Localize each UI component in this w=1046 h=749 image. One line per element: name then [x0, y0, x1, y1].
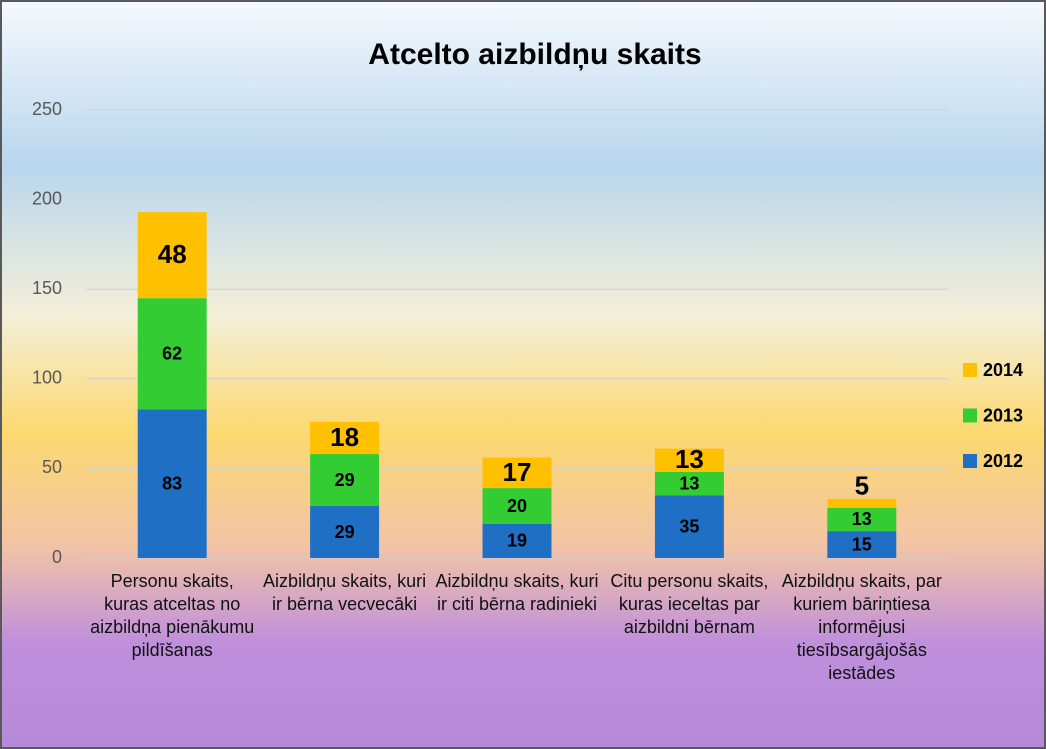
data-label: 62	[162, 343, 182, 363]
data-label: 29	[335, 522, 355, 542]
y-tick-label: 250	[32, 99, 62, 119]
legend-swatch	[963, 454, 977, 468]
data-label: 5	[855, 471, 869, 501]
bar-segment	[654, 495, 724, 558]
bar-segment	[654, 448, 724, 472]
data-label: 35	[679, 516, 699, 536]
x-tick-label: Aizbildņu skaits, kuri ir citi bērna rad…	[435, 571, 599, 614]
bar-segment	[137, 409, 207, 558]
bar-segment	[482, 488, 552, 524]
bar-segment	[827, 531, 897, 558]
x-tick-label: Aizbildņu skaits, kuri ir bērna vecvecāk…	[263, 571, 427, 614]
bar-segment	[310, 454, 380, 507]
data-label: 20	[507, 496, 527, 516]
bar-segment	[482, 523, 552, 558]
data-label: 18	[330, 422, 359, 452]
data-label: 13	[675, 444, 704, 474]
y-tick-label: 150	[32, 278, 62, 298]
data-label: 13	[679, 473, 699, 493]
y-tick-label: 0	[52, 547, 62, 567]
legend-swatch	[963, 363, 977, 377]
data-label: 83	[162, 473, 182, 493]
y-tick-label: 100	[32, 368, 62, 388]
x-tick-label: Citu personu skaits, kuras ieceltas par …	[610, 571, 769, 637]
x-tick-label: Personu skaits, kuras atceltas no aizbil…	[90, 571, 255, 660]
bar-segment	[482, 457, 552, 489]
data-label: 17	[503, 457, 532, 487]
legend-swatch	[963, 408, 977, 423]
y-tick-label: 50	[42, 457, 62, 477]
data-label: 13	[852, 509, 872, 529]
y-tick-label: 200	[32, 188, 62, 208]
data-label: 29	[335, 470, 355, 490]
legend-label: 2014	[983, 360, 1023, 380]
legend-label: 2012	[983, 451, 1023, 471]
data-label: 19	[507, 531, 527, 551]
x-tick-label: Aizbildņu skaits, par kuriem bāriņtiesa …	[781, 571, 942, 683]
bar-segment	[827, 498, 897, 508]
data-label: 15	[852, 534, 872, 554]
bar-segment	[310, 506, 380, 558]
chart-title: Atcelto aizbildņu skaits	[368, 38, 701, 71]
bar-segment	[827, 507, 897, 532]
bar-segment	[654, 471, 724, 496]
data-label: 48	[158, 239, 187, 269]
bar-segment	[310, 421, 380, 455]
bar-segment	[137, 212, 207, 299]
bar-segment	[137, 298, 207, 410]
legend-label: 2013	[983, 405, 1023, 425]
